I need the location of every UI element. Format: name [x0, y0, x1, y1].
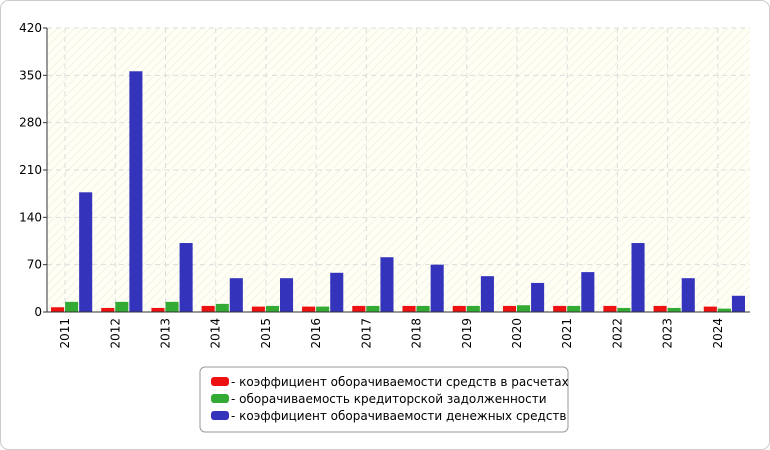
bar: [703, 306, 717, 312]
bar: [179, 243, 193, 312]
bar: [681, 278, 695, 312]
x-tick-label: 2017: [359, 318, 373, 349]
bar: [653, 305, 667, 312]
bar: [452, 305, 466, 312]
bar: [101, 307, 115, 312]
bar: [553, 305, 567, 312]
legend: [199, 366, 569, 433]
x-tick-label: 2021: [560, 318, 574, 349]
y-tick-label: 0: [34, 305, 42, 319]
bar: [302, 306, 316, 312]
bar: [65, 301, 79, 312]
bar: [430, 264, 444, 312]
legend-swatch: [211, 411, 229, 420]
y-tick-label: 210: [19, 163, 42, 177]
legend-label: - оборачиваемость кредиторской задолженн…: [231, 392, 547, 406]
bar: [352, 305, 366, 312]
legend-swatch: [211, 394, 229, 403]
bar: [480, 276, 494, 312]
bar: [466, 305, 480, 312]
x-tick-label: 2013: [159, 318, 173, 349]
legend-label: - коэффициент оборачиваемости средств в …: [231, 375, 569, 389]
bar: [567, 305, 581, 312]
x-tick-label: 2015: [259, 318, 273, 349]
bar: [502, 305, 516, 312]
bar: [330, 272, 344, 312]
bar: [280, 278, 294, 312]
bar: [229, 278, 243, 312]
x-tick-label: 2020: [510, 318, 524, 349]
bar: [731, 295, 745, 312]
bar: [531, 282, 545, 312]
bar: [667, 307, 681, 312]
y-tick-label: 140: [19, 210, 42, 224]
y-tick-label: 70: [27, 258, 42, 272]
bar: [151, 307, 165, 312]
bar: [581, 272, 595, 312]
x-tick-label: 2019: [460, 318, 474, 349]
bar: [165, 301, 179, 312]
bar: [366, 305, 380, 312]
legend-label: - коэффициент оборачиваемости денежных с…: [231, 409, 567, 423]
x-tick-label: 2012: [108, 318, 122, 349]
bar: [265, 305, 279, 312]
bar: [115, 301, 129, 312]
bar: [251, 306, 265, 312]
x-tick-label: 2011: [58, 318, 72, 349]
bar: [201, 305, 215, 312]
x-tick-label: 2016: [309, 318, 323, 349]
bar: [380, 257, 394, 312]
bar: [316, 306, 330, 312]
bar: [631, 243, 645, 312]
y-tick-label: 280: [19, 116, 42, 130]
x-tick-label: 2024: [711, 318, 725, 349]
y-tick-label: 420: [19, 21, 42, 35]
bar: [416, 305, 430, 312]
x-tick-label: 2023: [661, 318, 675, 349]
bar: [517, 305, 531, 312]
y-tick-label: 350: [19, 68, 42, 82]
bar: [215, 303, 229, 312]
bar: [617, 307, 631, 312]
bar: [129, 71, 143, 313]
bar: [717, 308, 731, 312]
bar: [603, 305, 617, 312]
x-tick-label: 2022: [610, 318, 624, 349]
legend-swatch: [211, 377, 229, 386]
bar: [402, 305, 416, 312]
x-tick-label: 2018: [410, 318, 424, 349]
x-tick-label: 2014: [209, 318, 223, 349]
bar: [51, 307, 65, 312]
bar: [79, 192, 93, 312]
